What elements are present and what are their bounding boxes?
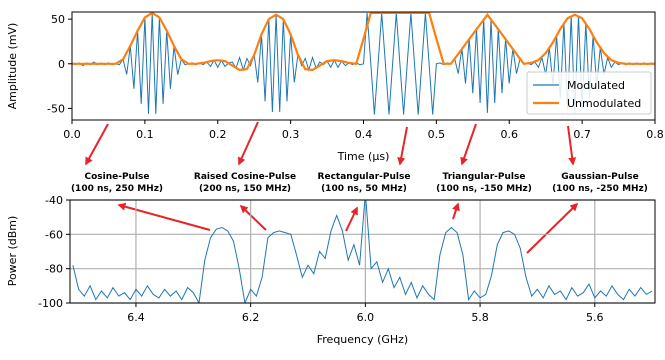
plot-area (72, 200, 653, 303)
x-tick-label: 0.6 (501, 128, 519, 141)
y-tick-label: 0 (58, 58, 65, 71)
annotation: (100 ns, 250 MHz) (71, 184, 163, 194)
x-axis-label: Frequency (GHz) (317, 333, 408, 346)
series-line (72, 12, 655, 115)
x-tick-label: 0.2 (209, 128, 227, 141)
arrows (85, 121, 579, 254)
x-tick-label: 0.8 (646, 128, 664, 141)
annotation: (100 ns, -150 MHz) (436, 184, 532, 194)
x-tick-label: 5.6 (586, 311, 604, 324)
annotation: (100 ns, -250 MHz) (552, 184, 648, 194)
y-tick-label: -50 (47, 102, 65, 115)
y-axis-label: Amplitude (mV) (6, 23, 19, 110)
x-tick-label: 6.0 (357, 311, 375, 324)
plot-area (72, 12, 655, 115)
annotation: Gaussian-Pulse (561, 172, 638, 182)
y-axis-label: Power (dBm) (6, 216, 19, 287)
y-tick-label: -40 (45, 194, 63, 207)
x-axis-label: Time (μs) (337, 150, 390, 163)
series-line (72, 200, 653, 303)
annotation: Triangular-Pulse (443, 172, 526, 182)
x-tick-label: 0.4 (355, 128, 373, 141)
y-tick-label: 50 (51, 13, 65, 26)
x-tick-label: 5.8 (471, 311, 489, 324)
x-tick-label: 0.1 (136, 128, 154, 141)
x-tick-label: 0.0 (63, 128, 81, 141)
x-tick-label: 0.3 (282, 128, 300, 141)
annotation: (100 ns, 50 MHz) (321, 184, 407, 194)
annotation: (200 ns, 150 MHz) (199, 184, 291, 194)
annotation: Rectangular-Pulse (318, 172, 411, 182)
y-tick-label: -60 (45, 228, 63, 241)
x-tick-label: 6.4 (127, 311, 145, 324)
annotation: Cosine-Pulse (84, 172, 149, 182)
axes-frame (69, 199, 656, 304)
legend-label: Modulated (567, 79, 625, 92)
annotation: Raised Cosine-Pulse (194, 172, 296, 182)
x-tick-label: 6.2 (242, 311, 260, 324)
x-tick-label: 0.5 (428, 128, 446, 141)
axes-frame (71, 11, 656, 121)
series-line (72, 12, 655, 72)
y-tick-label: -100 (38, 297, 63, 310)
legend-label: Unmodulated (567, 97, 641, 110)
y-tick-label: -80 (45, 263, 63, 276)
x-tick-label: 0.7 (573, 128, 591, 141)
